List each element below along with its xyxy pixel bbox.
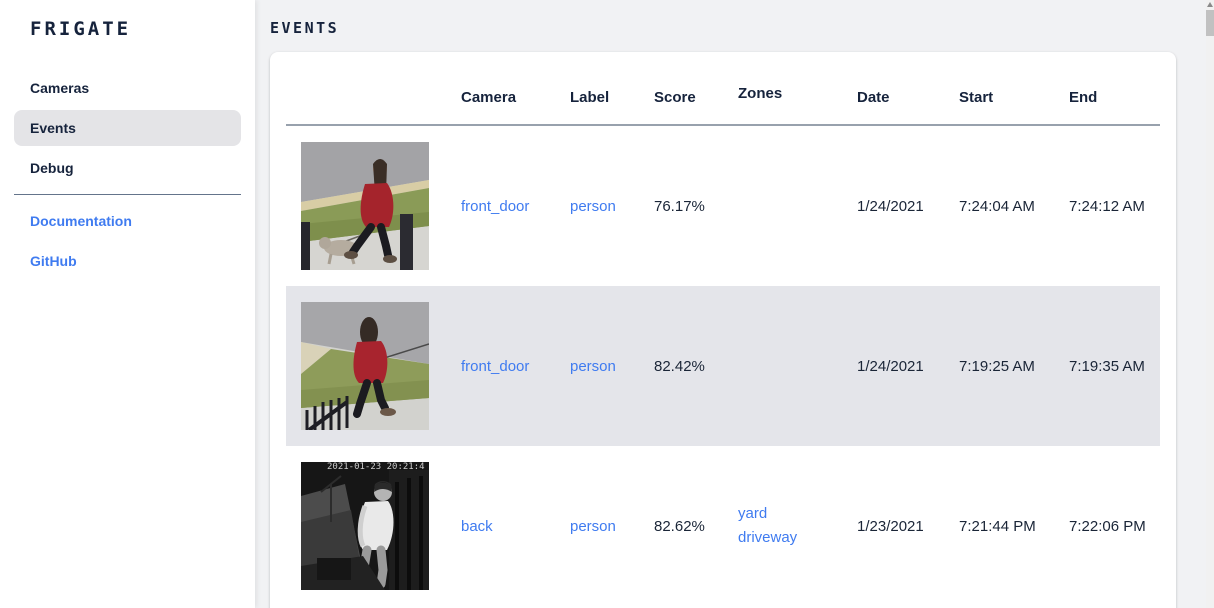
column-header-label: Label [570, 89, 610, 106]
camera-link[interactable]: back [461, 517, 493, 535]
end-time-value: 7:24:12 AM [1069, 197, 1145, 215]
start-time-value: 7:24:04 AM [959, 197, 1035, 215]
date-value: 1/24/2021 [857, 197, 924, 215]
sidebar-divider [14, 194, 241, 195]
label-link[interactable]: person [570, 517, 616, 535]
column-header-zones: Zones [738, 85, 783, 102]
column-header-camera: Camera [461, 89, 517, 106]
camera-link[interactable]: front_door [461, 357, 530, 375]
sidebar-nav: Cameras Events Debug Documentation GitHu… [0, 70, 255, 279]
score-value: 82.62% [654, 517, 705, 535]
start-time-value: 7:21:44 PM [959, 517, 1036, 535]
thumbnail-cell [286, 142, 461, 270]
zone-link[interactable]: driveway [738, 529, 798, 546]
sidebar-link-label: GitHub [30, 253, 77, 269]
column-header-date: Date [857, 89, 890, 106]
sidebar-item-label: Debug [30, 160, 74, 176]
sidebar-item-debug[interactable]: Debug [14, 150, 241, 186]
thumbnail-cell: 2021-01-23 20:21:4 [286, 462, 461, 590]
zone-link[interactable]: yard [738, 505, 768, 522]
sidebar-item-label: Cameras [30, 80, 90, 96]
event-thumbnail[interactable] [301, 302, 429, 430]
events-card: Camera Label Score Zones Date Start End [270, 52, 1176, 608]
page-title: EVENTS [270, 19, 340, 37]
sidebar-item-label: Events [30, 120, 76, 136]
events-table: Camera Label Score Zones Date Start End [286, 52, 1160, 606]
sidebar-link-github[interactable]: GitHub [14, 243, 241, 279]
sidebar-link-documentation[interactable]: Documentation [14, 203, 241, 239]
scroll-up-arrow-icon[interactable] [1207, 2, 1213, 7]
page-scrollbar[interactable] [1206, 0, 1214, 608]
table-row[interactable]: front_door person 76.17% 1/24/2021 7:24:… [286, 126, 1160, 286]
event-thumbnail[interactable]: 2021-01-23 20:21:4 [301, 462, 429, 590]
sidebar: FRIGATE Cameras Events Debug Documentati… [0, 0, 255, 608]
score-value: 76.17% [654, 197, 705, 215]
start-time-value: 7:19:25 AM [959, 357, 1035, 375]
end-time-value: 7:19:35 AM [1069, 357, 1145, 375]
table-row-selected[interactable]: front_door person 82.42% 1/24/2021 7:19:… [286, 286, 1160, 446]
column-header-start: Start [959, 89, 994, 106]
sidebar-item-events[interactable]: Events [14, 110, 241, 146]
scrollbar-thumb[interactable] [1206, 10, 1214, 36]
label-link[interactable]: person [570, 357, 616, 375]
end-time-value: 7:22:06 PM [1069, 517, 1146, 535]
sidebar-link-label: Documentation [30, 213, 132, 229]
date-value: 1/23/2021 [857, 517, 924, 535]
score-value: 82.42% [654, 357, 705, 375]
camera-link[interactable]: front_door [461, 197, 530, 215]
thumbnail-timestamp-overlay: 2021-01-23 20:21:4 [327, 462, 425, 472]
table-row[interactable]: 2021-01-23 20:21:4 back person 82.62% ya… [286, 446, 1160, 606]
thumbnail-cell [286, 302, 461, 430]
app-logo: FRIGATE [30, 18, 132, 40]
column-header-end: End [1069, 89, 1098, 106]
label-link[interactable]: person [570, 197, 616, 215]
table-header-row: Camera Label Score Zones Date Start End [286, 52, 1160, 126]
date-value: 1/24/2021 [857, 357, 924, 375]
zones-cell: yard driveway [738, 502, 857, 550]
column-header-score: Score [654, 89, 696, 106]
sidebar-item-cameras[interactable]: Cameras [14, 70, 241, 106]
main-content: EVENTS Camera Label Score Zones Date Sta… [255, 0, 1206, 608]
event-thumbnail[interactable] [301, 142, 429, 270]
